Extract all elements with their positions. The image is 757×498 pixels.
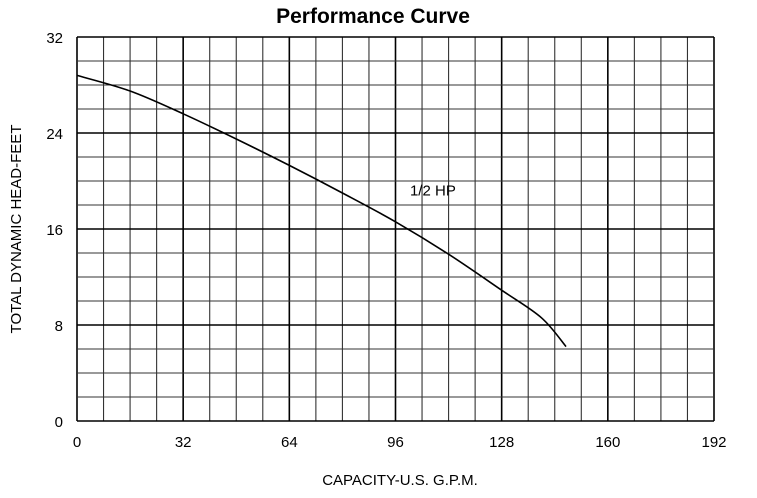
x-tick-label: 192 bbox=[701, 434, 726, 451]
y-tick-label: 16 bbox=[46, 222, 63, 239]
tick-labels: 0 32 64 96 128 160 192 0 8 16 24 32 bbox=[46, 30, 726, 451]
grid bbox=[76, 36, 715, 422]
x-tick-label: 64 bbox=[281, 434, 298, 451]
x-tick-label: 32 bbox=[175, 434, 192, 451]
y-axis-label: TOTAL DYNAMIC HEAD-FEET bbox=[8, 125, 25, 334]
series-label: 1/2 HP bbox=[410, 183, 456, 200]
y-tick-label: 8 bbox=[55, 318, 63, 335]
x-tick-label: 96 bbox=[387, 434, 404, 451]
y-tick-label: 32 bbox=[46, 30, 63, 47]
y-tick-label: 24 bbox=[46, 126, 63, 143]
x-tick-label: 0 bbox=[73, 434, 81, 451]
x-axis-label: CAPACITY-U.S. G.P.M. bbox=[322, 472, 478, 489]
x-tick-label: 160 bbox=[595, 434, 620, 451]
x-tick-label: 128 bbox=[489, 434, 514, 451]
series-line-1-2-hp bbox=[76, 74, 567, 348]
y-tick-label: 0 bbox=[55, 414, 63, 431]
chart-title: Performance Curve bbox=[276, 5, 470, 28]
